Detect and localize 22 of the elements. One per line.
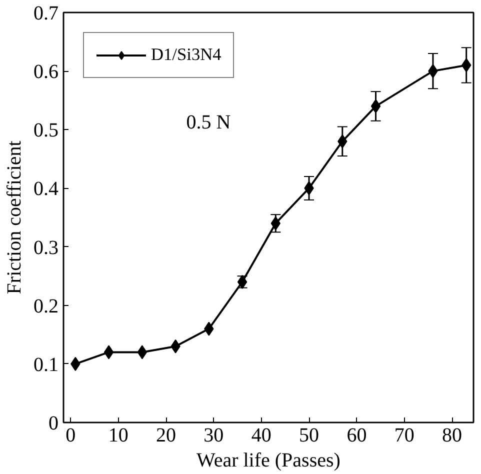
- x-tick-label: 20: [156, 424, 176, 446]
- y-tick-label: 0.6: [34, 61, 58, 84]
- annotation: 0.5 N: [186, 112, 231, 134]
- y-tick-label: 0.2: [34, 295, 58, 318]
- y-tick-label: 0.7: [34, 2, 58, 24]
- x-axis-title: Wear life (Passes): [196, 450, 340, 472]
- x-tick-label: 10: [108, 424, 128, 446]
- x-tick-label: 60: [346, 424, 367, 446]
- y-tick-label: 0.1: [34, 354, 58, 376]
- x-tick-label: 30: [204, 424, 224, 446]
- point: [370, 99, 381, 114]
- x-tick-label: 0: [66, 424, 76, 446]
- x-tick-label: 50: [299, 424, 320, 446]
- x-tick-label: 40: [251, 424, 272, 446]
- y-tick-label: 0.3: [34, 236, 58, 259]
- y-tick-label: 0.5: [34, 120, 58, 142]
- y-axis-title: Friction coefficient: [4, 140, 26, 294]
- x-tick-label: 80: [442, 424, 462, 446]
- point: [104, 345, 114, 360]
- legend-label: D1/Si3N4: [151, 45, 222, 65]
- x-tick-label: 70: [394, 424, 414, 446]
- y-tick-label: 0.4: [34, 178, 58, 200]
